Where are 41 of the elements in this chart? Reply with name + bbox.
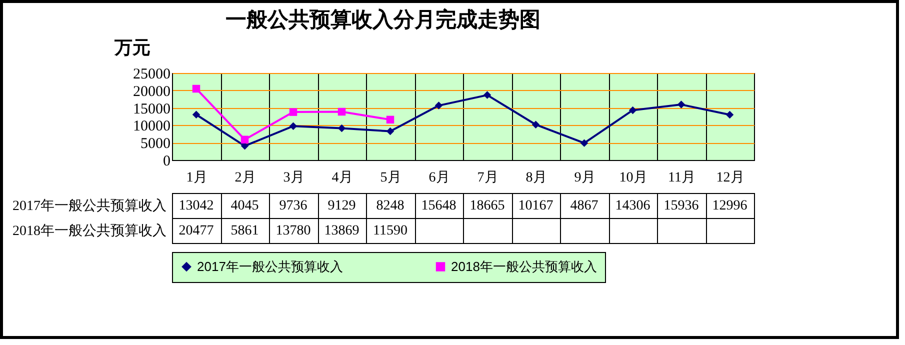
data-label: 20477 xyxy=(178,224,214,238)
data-label: 4045 xyxy=(230,198,259,214)
data-label: 8248 xyxy=(376,198,404,214)
data-label: 10167 xyxy=(518,198,554,214)
y-tick-label: 5000 xyxy=(140,136,170,152)
y-tick-label: 0 xyxy=(163,154,170,170)
data-label: 15936 xyxy=(664,198,699,214)
data-label: 9736 xyxy=(279,198,308,214)
data-label: 15648 xyxy=(421,198,456,214)
data-label: 13869 xyxy=(324,224,360,238)
x-tick-label: 4月 xyxy=(332,170,353,186)
text: 2017年一般公共预算收入 xyxy=(12,199,166,214)
chart-title: 一般公共预算收入分月完成走势图 xyxy=(226,8,540,32)
x-tick-label: 3月 xyxy=(283,170,304,186)
legend-label: 2017年一般公共预算收入 xyxy=(197,258,343,274)
y-tick-label: 20000 xyxy=(133,84,170,100)
x-tick-label: 9月 xyxy=(574,170,596,186)
y-tick-label: 25000 xyxy=(133,66,170,82)
data-label: 18665 xyxy=(470,198,505,214)
x-tick-label: 5月 xyxy=(380,170,402,186)
data-label: 11590 xyxy=(373,224,408,238)
text: 2018年一般公共预算收入 xyxy=(12,224,166,239)
data-label: 13042 xyxy=(178,198,214,214)
x-tick-label: 1月 xyxy=(186,170,208,186)
x-tick-label: 12月 xyxy=(716,170,744,186)
x-tick-label: 11月 xyxy=(668,170,696,186)
x-tick-label: 6月 xyxy=(428,170,450,186)
x-tick-label: 2月 xyxy=(234,170,256,186)
y-tick-label: 10000 xyxy=(133,118,170,135)
legend-label: 2018年一般公共预算收入 xyxy=(451,258,597,274)
data-label: 12996 xyxy=(712,198,748,214)
y-tick-label: 15000 xyxy=(133,101,170,118)
data-label: 9129 xyxy=(328,198,356,214)
x-tick-label: 10月 xyxy=(619,170,648,186)
data-label: 14306 xyxy=(615,198,650,214)
data-label: 4867 xyxy=(570,198,598,214)
x-tick-label: 7月 xyxy=(477,170,498,186)
data-label: 5861 xyxy=(230,224,259,238)
y-axis-title: 万元 xyxy=(114,38,150,58)
x-tick-label: 8月 xyxy=(526,170,547,186)
data-label: 13780 xyxy=(276,224,311,238)
